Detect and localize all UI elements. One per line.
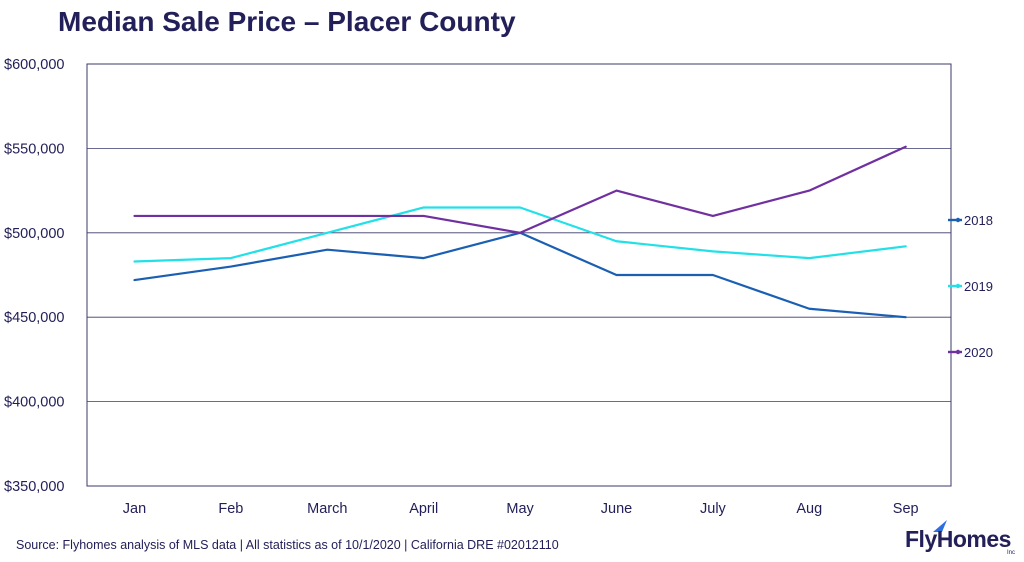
y-axis-ticks: $350,000 $400,000 $450,000 $500,000 $550,000…	[4, 57, 64, 495]
series-line-2018	[133, 231, 907, 319]
series-lines	[133, 145, 907, 319]
x-tick-label: March	[307, 501, 347, 517]
chart-title: Median Sale Price – Placer County	[58, 6, 516, 37]
gridlines	[86, 63, 952, 487]
legend-label-2019: 2019	[964, 279, 993, 294]
y-tick-label: $350,000	[4, 479, 64, 495]
legend-label-2020: 2020	[964, 345, 993, 360]
x-tick-label: June	[601, 501, 632, 517]
logo-wordmark: FlyHomes	[905, 526, 1011, 552]
x-tick-label: April	[409, 501, 438, 517]
legend: 2018 2019 2020	[948, 213, 993, 360]
legend-marker-2019	[955, 283, 961, 289]
logo-suffix: Inc	[1006, 550, 1015, 556]
plot-frame	[86, 63, 952, 487]
legend-label-2018: 2018	[964, 213, 993, 228]
logo-plane-icon	[933, 520, 947, 532]
y-tick-label: $400,000	[4, 395, 64, 411]
x-axis-ticks: Jan Feb March April May June July Aug Sep	[123, 501, 919, 517]
source-note: Source: Flyhomes analysis of MLS data | …	[16, 538, 559, 552]
x-tick-label: Jan	[123, 501, 146, 517]
legend-marker-2018	[955, 217, 961, 223]
y-tick-label: $600,000	[4, 57, 64, 73]
y-tick-label: $450,000	[4, 310, 64, 326]
series-line-2019	[133, 206, 907, 263]
flyhomes-logo: FlyHomes Inc	[905, 520, 1017, 558]
x-tick-label: Aug	[796, 501, 822, 517]
x-tick-label: May	[506, 501, 534, 517]
x-tick-label: July	[700, 501, 727, 517]
x-tick-label: Feb	[218, 501, 243, 517]
y-tick-label: $500,000	[4, 226, 64, 242]
x-tick-label: Sep	[893, 501, 919, 517]
series-line-2020	[133, 145, 907, 234]
y-tick-label: $550,000	[4, 141, 64, 157]
legend-marker-2020	[955, 349, 961, 355]
